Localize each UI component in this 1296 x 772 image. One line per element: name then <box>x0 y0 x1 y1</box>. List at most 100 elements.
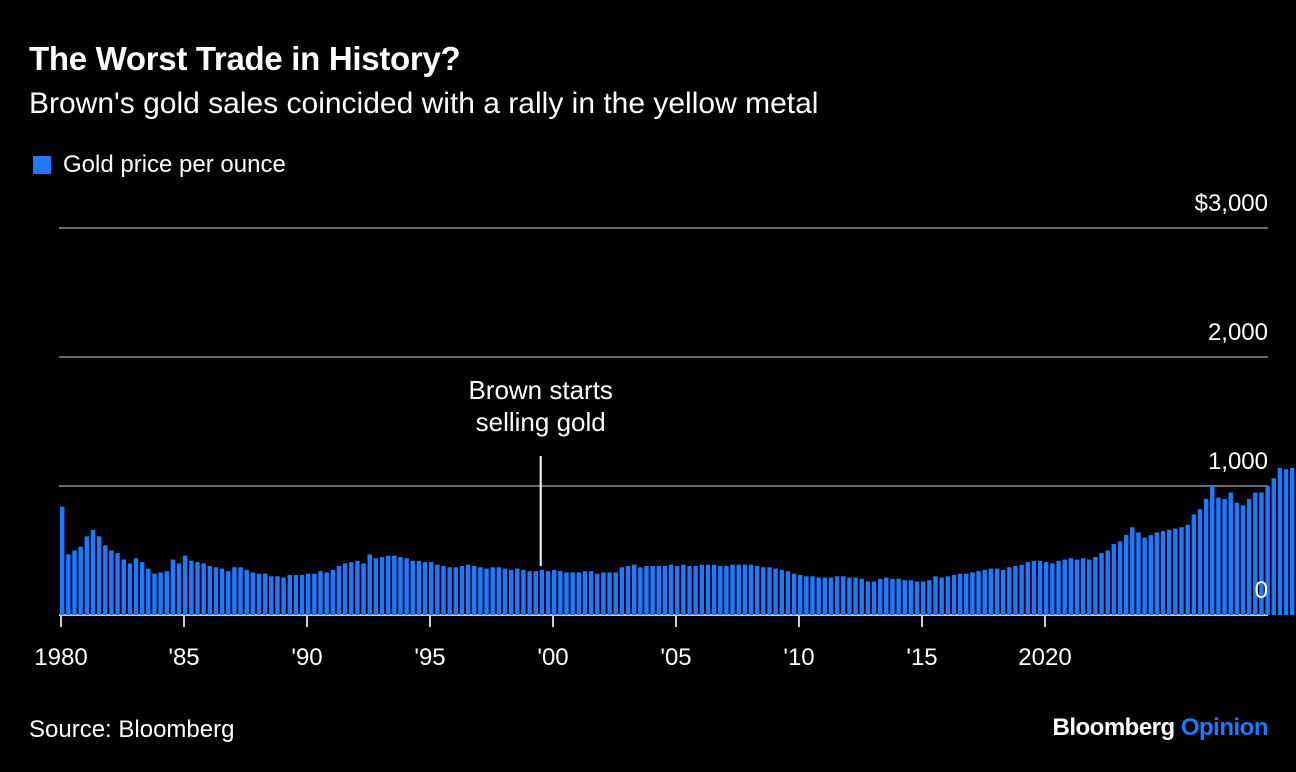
bar <box>232 567 237 615</box>
bar <box>668 564 674 615</box>
bar <box>170 559 176 615</box>
bar <box>490 567 495 615</box>
bar <box>1167 529 1172 615</box>
bar <box>1228 492 1233 615</box>
bar <box>269 576 274 615</box>
legend: Gold price per ounce <box>33 151 286 179</box>
bar <box>1099 553 1104 615</box>
x-tick-label: '85 <box>168 644 199 671</box>
bar <box>982 569 987 615</box>
bar <box>1197 509 1203 615</box>
bar <box>164 571 169 615</box>
bar <box>730 564 735 615</box>
bar <box>521 569 526 615</box>
bar <box>588 571 594 615</box>
bar <box>219 568 225 615</box>
bar <box>1191 514 1197 615</box>
x-tick-label: 2020 <box>1018 644 1071 671</box>
bar <box>773 568 778 615</box>
bar <box>595 573 600 615</box>
bar <box>877 578 883 615</box>
bar <box>841 576 846 615</box>
brand-name: Bloomberg <box>1052 714 1176 741</box>
annotation-line-2: selling gold <box>476 407 606 437</box>
bar <box>1044 562 1049 615</box>
bar <box>435 564 440 615</box>
bar <box>1123 535 1129 615</box>
bar <box>785 571 791 615</box>
bar <box>650 565 655 615</box>
bar <box>970 572 975 615</box>
y-tick-label: $3,000 <box>1195 190 1268 217</box>
bar <box>779 569 784 615</box>
bar <box>1148 535 1153 615</box>
bar <box>244 569 249 615</box>
bar <box>318 571 323 615</box>
bar <box>1068 558 1074 615</box>
bar <box>1050 563 1055 615</box>
bar <box>367 554 372 615</box>
x-tick-label: 1980 <box>34 644 87 671</box>
bar <box>1203 498 1209 615</box>
bar <box>441 565 446 615</box>
bar <box>890 578 895 615</box>
bar <box>1013 565 1018 615</box>
bar <box>754 565 760 615</box>
x-tick-label: '00 <box>537 644 568 671</box>
bar <box>921 581 926 615</box>
bar <box>1000 569 1006 615</box>
bar <box>78 546 83 615</box>
bar <box>502 568 508 615</box>
bar <box>66 554 71 615</box>
bar <box>681 564 686 615</box>
bar <box>1222 498 1227 615</box>
bar <box>539 569 545 615</box>
bar <box>515 568 520 615</box>
bar <box>533 571 538 615</box>
bar <box>1074 559 1080 615</box>
bar <box>718 565 723 615</box>
bar <box>72 550 77 615</box>
bar <box>342 563 348 615</box>
bars <box>60 467 1295 615</box>
bar <box>349 562 354 615</box>
bar <box>865 581 871 615</box>
bar <box>1154 532 1160 615</box>
bar <box>693 565 698 615</box>
bar <box>871 581 877 615</box>
bar <box>767 567 772 615</box>
bar <box>312 573 317 615</box>
bar <box>699 564 705 615</box>
source-note: Source: Bloomberg <box>29 716 235 743</box>
bar <box>281 577 286 615</box>
bar <box>1062 559 1067 615</box>
bar <box>988 568 994 615</box>
bar <box>355 560 360 615</box>
y-axis-labels: 0 1,000 2,000 $3,000 <box>1195 190 1268 604</box>
bar <box>1117 541 1123 615</box>
annotation-line-1: Brown starts <box>468 375 613 405</box>
bar <box>1277 467 1283 615</box>
bar <box>1253 492 1258 615</box>
bar <box>429 562 434 615</box>
bar <box>908 580 914 615</box>
bar <box>1265 486 1270 615</box>
bar <box>638 567 643 615</box>
bar <box>404 558 409 615</box>
bar <box>675 565 680 615</box>
bar <box>853 577 858 615</box>
bar <box>576 572 582 615</box>
bar <box>1210 486 1215 615</box>
bar <box>484 568 489 615</box>
bar <box>385 555 391 615</box>
bar <box>964 573 969 615</box>
bar <box>662 565 668 615</box>
bar <box>736 564 741 615</box>
bar <box>1007 567 1012 615</box>
bar <box>896 578 901 615</box>
bar <box>705 564 711 615</box>
bar <box>1246 498 1252 615</box>
bar <box>103 545 108 615</box>
bar <box>1142 537 1147 615</box>
